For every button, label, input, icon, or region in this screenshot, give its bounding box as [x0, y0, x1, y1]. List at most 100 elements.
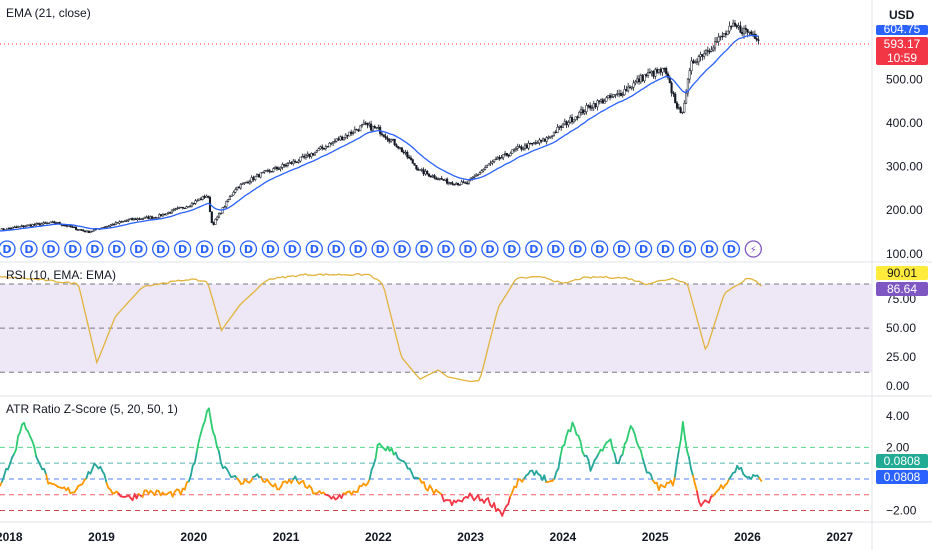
candle-body [549, 135, 552, 138]
candle-body [279, 167, 282, 170]
candle-body [322, 147, 326, 150]
candle-body [274, 167, 277, 169]
candle-body [263, 170, 266, 173]
candle-body [344, 134, 347, 138]
z-segment [31, 439, 35, 448]
candle-body [277, 168, 280, 170]
candle-body [708, 51, 711, 53]
candle-body [639, 75, 642, 83]
z-segment [372, 457, 377, 467]
candle-body [190, 202, 193, 207]
candle-body [589, 105, 592, 109]
candle-body [176, 207, 179, 210]
candle-body [625, 89, 628, 92]
candle-body [449, 182, 452, 184]
dividend-marker: D [305, 240, 323, 258]
candle-body [455, 182, 458, 185]
candle-body [91, 230, 94, 232]
time-axis: 2018 2019 2020 2021 2022 2023 2024 2025 2026 2027 [0, 530, 853, 544]
candle-body [304, 155, 307, 158]
candle-body [677, 107, 680, 109]
candle-body [670, 82, 673, 94]
rsi-axis-tick: 0.00 [886, 379, 910, 393]
candle-body [65, 225, 69, 227]
candle-body [301, 156, 304, 158]
dividend-marker: D [415, 240, 433, 258]
z-segment [609, 438, 614, 451]
candle-body [53, 221, 56, 224]
rsi-axis-tick: 50.00 [886, 321, 916, 335]
svg-text:D: D [595, 243, 604, 256]
candle-body [489, 162, 492, 165]
candle-body [554, 131, 557, 134]
candle-body [248, 181, 251, 184]
split-marker: ⚡ [744, 240, 762, 258]
candle-body [618, 93, 621, 95]
svg-text:D: D [266, 243, 275, 256]
z-segment [501, 509, 506, 517]
candle-body [196, 200, 199, 202]
svg-text:D: D [244, 243, 253, 256]
z-segment [85, 471, 90, 480]
candle-body [717, 36, 720, 42]
svg-text:D: D [68, 243, 77, 256]
candle-body [174, 208, 177, 210]
candle-body [292, 160, 295, 164]
candle-body [299, 156, 302, 162]
candle-body [685, 92, 688, 104]
candle-body [33, 224, 36, 226]
candle-body [187, 206, 190, 208]
candle-body [308, 153, 311, 157]
candle-body [69, 225, 72, 228]
candle-body [73, 226, 76, 228]
candle-body [547, 137, 550, 139]
candle-body [388, 139, 391, 142]
z-segment [676, 449, 680, 464]
candle-body [74, 226, 78, 230]
candle-body [494, 158, 498, 161]
candle-body [665, 68, 668, 75]
z-axis-tick: 2.00 [886, 440, 910, 454]
time-axis-tick: 2024 [550, 530, 577, 544]
candle-body [232, 192, 235, 196]
z-segment [43, 468, 48, 476]
candle-body [261, 171, 264, 174]
svg-text:D: D [24, 243, 33, 256]
candle-body [737, 25, 740, 28]
z-segment [621, 443, 626, 456]
candle-body [317, 148, 320, 152]
candle-body [686, 78, 689, 94]
z-segment [179, 487, 184, 496]
candle-body [330, 142, 333, 145]
candle-body [623, 89, 626, 96]
candle-body [78, 229, 81, 231]
candle-body [290, 162, 293, 164]
candle-body [487, 163, 490, 166]
candle-body [370, 123, 373, 131]
z-segment [274, 483, 279, 491]
time-axis-tick: 2027 [826, 530, 853, 544]
z-segment [557, 455, 562, 470]
candle-body [227, 199, 230, 202]
candle-body [511, 149, 514, 154]
candle-body [40, 223, 43, 226]
z-segment [641, 457, 646, 467]
currency-label[interactable]: USD [889, 8, 915, 22]
candle-body [375, 127, 378, 129]
z-segment [440, 493, 445, 503]
dividend-marker: D [173, 240, 192, 258]
z-segment [686, 449, 690, 459]
candle-body [386, 137, 389, 140]
z-segment [33, 445, 38, 458]
dividend-marker: D [437, 240, 455, 258]
candle-body [8, 227, 11, 230]
svg-text:D: D [727, 243, 736, 256]
z-segment [553, 470, 558, 480]
candle-body [424, 171, 427, 175]
svg-text:D: D [112, 243, 121, 256]
dividend-marker: D [634, 240, 653, 258]
candle-body [6, 227, 9, 230]
svg-text:D: D [683, 243, 692, 256]
z-segment [390, 447, 395, 456]
